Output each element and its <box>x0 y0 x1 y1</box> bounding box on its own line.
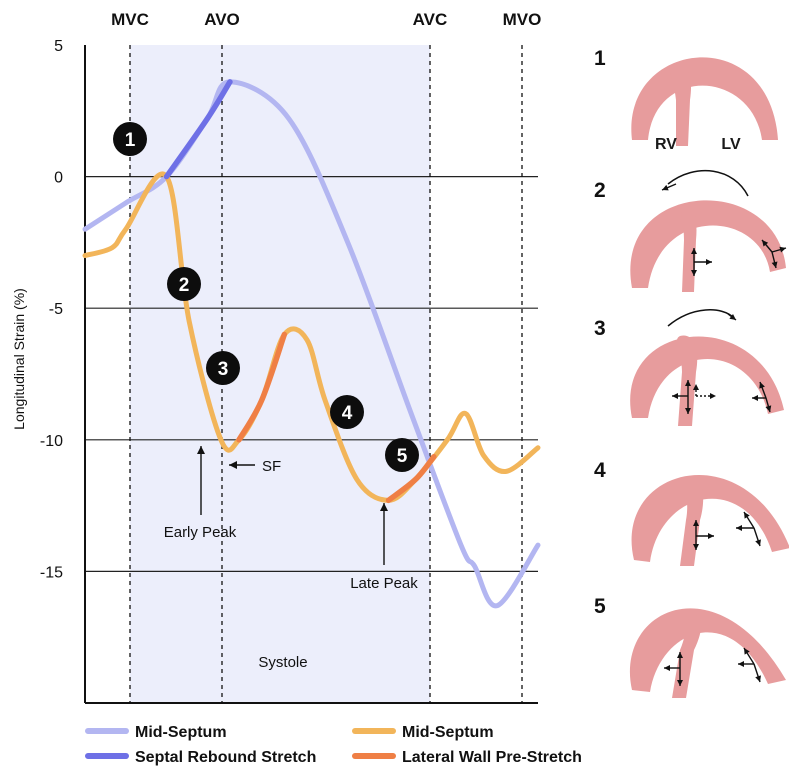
event-label-avo: AVO <box>204 10 240 29</box>
legend-layer: Mid-Septum Mid-Septum Septal Rebound Stret… <box>85 724 582 766</box>
heart-panel-1: 1 RV LV <box>594 47 778 153</box>
systole-shade <box>130 45 430 703</box>
strain-arrow-head <box>685 380 691 386</box>
rv-label: RV <box>655 136 677 153</box>
lv-label: LV <box>721 136 741 153</box>
y-tick-label: -5 <box>49 301 63 318</box>
strain-arrow-head <box>691 270 697 276</box>
septum <box>670 66 692 146</box>
strain-arrow-head <box>744 648 750 655</box>
panel-number: 4 <box>594 459 606 482</box>
strain-arrow-head <box>708 533 714 539</box>
rotation-arc <box>667 170 749 197</box>
ventricle-wall <box>631 57 778 140</box>
step-badge-1 <box>113 122 147 156</box>
strain-arrow-head <box>677 652 683 658</box>
step-badge-label-2: 2 <box>179 275 190 296</box>
strain-arrow-head <box>755 675 761 682</box>
late-peak-arrow-head <box>380 503 388 511</box>
strain-arrow-head <box>693 544 699 550</box>
strain-arrow-head <box>744 512 750 519</box>
event-label-mvo: MVO <box>503 10 542 29</box>
sf-arrow-head <box>229 461 237 469</box>
heart-panel-3: 3 <box>594 309 784 426</box>
rotation-arc <box>667 309 735 327</box>
legend-label: Lateral Wall Pre-Stretch <box>402 749 582 766</box>
event-label-mvc: MVC <box>111 10 149 29</box>
highlight-segment-3 <box>385 453 437 504</box>
strain-arrow-head <box>677 680 683 686</box>
strain-arrow-head <box>693 520 699 526</box>
septum <box>681 203 697 292</box>
strain-arrow-head <box>693 384 699 390</box>
systole-label: Systole <box>258 654 307 671</box>
strain-arrow-head <box>662 184 669 191</box>
y-tick-label: 0 <box>54 170 63 187</box>
y-tick-label: 5 <box>54 38 63 55</box>
labels-layer: MVC AVO AVC MVO 5 0 -5 -10 -15 Longitudinal Strai… <box>11 10 541 581</box>
ventricle-wall <box>630 336 784 418</box>
strain-arrow-head <box>759 382 765 389</box>
step-badge-2 <box>167 267 201 301</box>
strain-arrow-head <box>729 314 736 320</box>
panel-number: 1 <box>594 47 606 70</box>
highlight-segment-1 <box>163 79 233 180</box>
strain-arrow-head <box>736 525 742 531</box>
strain-arrow-head <box>752 395 758 401</box>
strain-arrow-head <box>765 405 772 412</box>
legend-label: Mid-Septum <box>135 724 227 741</box>
strain-arrow-head <box>755 539 761 546</box>
legend-label: Septal Rebound Stretch <box>135 749 316 766</box>
early-peak-arrow-head <box>197 446 205 454</box>
step-badge-label-4: 4 <box>342 403 353 424</box>
step-badge-label-5: 5 <box>397 446 408 467</box>
grid-lines <box>85 176 538 573</box>
strain-arrow-head <box>664 665 670 671</box>
strain-arrow-head <box>706 259 712 265</box>
heart-panel-5: 5 <box>594 595 786 698</box>
step-badge-label-3: 3 <box>218 359 229 380</box>
septum <box>680 477 704 566</box>
sf-label: SF <box>262 458 281 475</box>
step-badge-3 <box>206 351 240 385</box>
septum <box>676 335 698 426</box>
panel-number: 2 <box>594 179 606 202</box>
heart-panels: 1 RV LV 2 3 4 5 <box>594 47 789 698</box>
highlight-segment-2 <box>236 331 288 443</box>
panel-number: 5 <box>594 595 606 618</box>
panel-number: 3 <box>594 317 606 340</box>
step-badge-5 <box>385 438 419 472</box>
strain-arrow-head <box>771 261 778 268</box>
strain-arrow-head <box>691 248 697 254</box>
strain-arrow-head <box>762 240 769 247</box>
strain-arrow-head <box>672 393 678 399</box>
badge-layer: 1 2 3 4 5 <box>113 122 419 472</box>
y-axis-label: Longitudinal Strain (%) <box>11 288 27 430</box>
y-tick-label: -10 <box>40 433 63 450</box>
step-badge-label-1: 1 <box>125 130 136 151</box>
ventricle-wall <box>631 475 789 562</box>
early-peak-label: Early Peak <box>164 524 237 541</box>
legend-label: Mid-Septum <box>402 724 494 741</box>
y-tick-label: -15 <box>40 564 63 581</box>
strain-arrow-head <box>738 661 744 667</box>
step-badge-4 <box>330 395 364 429</box>
annotation-layer: Early Peak SF Late Peak Systole <box>164 446 418 671</box>
heart-panel-4: 4 <box>594 459 789 566</box>
ventricle-wall <box>629 608 786 692</box>
ventricle-wall <box>630 200 786 288</box>
strain-arrow-head <box>685 408 691 414</box>
heart-panel-2: 2 <box>594 170 787 292</box>
strain-arrow-head <box>710 393 716 399</box>
event-label-avc: AVC <box>413 10 448 29</box>
late-peak-label: Late Peak <box>350 575 418 592</box>
highlight-layer <box>163 79 437 504</box>
strain-arrow-head <box>779 246 786 253</box>
